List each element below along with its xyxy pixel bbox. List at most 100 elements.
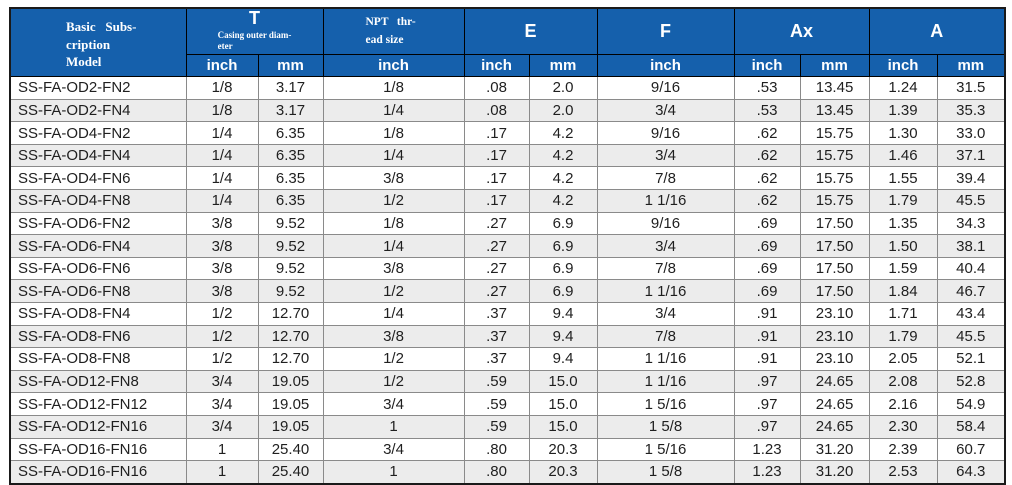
- cell-npt-inch: 1/4: [322, 234, 465, 258]
- cell-f-inch: 1 5/8: [596, 414, 735, 439]
- model-cell: SS-FA-OD6-FN6: [9, 256, 187, 281]
- cell-a-mm: 34.3: [936, 211, 1006, 236]
- cell-f-inch: 1 5/16: [596, 392, 735, 416]
- cell-ax-mm: 17.50: [799, 256, 870, 281]
- model-cell: SS-FA-OD8-FN8: [9, 347, 187, 371]
- table-row: SS-FA-OD6-FN6 3/8 9.52 3/8.27 6.9 7/8.69 17.50…: [9, 256, 1006, 281]
- cell-t-mm: 19.05: [257, 369, 324, 394]
- cell-a-inch: 1.84: [868, 279, 938, 303]
- cell-a-inch: 1.79: [868, 324, 938, 349]
- cell-e-inch: .59: [463, 369, 530, 394]
- cell-ax-inch: .69: [733, 256, 801, 281]
- cell-ax-mm: 15.75: [799, 189, 870, 213]
- cell-t-inch: 1: [185, 460, 259, 485]
- cell-a-inch: 2.30: [868, 414, 938, 439]
- cell-ax-mm: 23.10: [799, 324, 870, 349]
- table-row: SS-FA-OD4-FN4 1/4 6.35 1/4.17 4.2 3/4.62 15.75…: [9, 143, 1006, 168]
- unit-header-a-inch: inch: [868, 54, 938, 78]
- table-row: SS-FA-OD16-FN16 1 25.40 3/4.80 20.3 1 5/16 1.2…: [9, 437, 1006, 462]
- cell-t-mm: 25.40: [257, 437, 324, 462]
- cell-a-mm: 46.7: [936, 279, 1006, 303]
- model-cell: SS-FA-OD4-FN8: [9, 189, 187, 213]
- cell-e-inch: .27: [463, 256, 530, 281]
- cell-t-mm: 19.05: [257, 392, 324, 416]
- cell-t-mm: 12.70: [257, 347, 324, 371]
- cell-t-mm: 3.17: [257, 98, 324, 123]
- cell-e-mm: 2.0: [528, 76, 598, 100]
- cell-f-inch: 1 5/16: [596, 437, 735, 462]
- cell-t-mm: 25.40: [257, 460, 324, 485]
- header-group-row: Basic Subs- cription Model T Casing oute…: [9, 7, 1006, 78]
- cell-e-inch: .80: [463, 437, 530, 462]
- cell-a-inch: 2.08: [868, 369, 938, 394]
- cell-e-inch: .17: [463, 166, 530, 191]
- cell-e-mm: 4.2: [528, 121, 598, 145]
- cell-ax-inch: .91: [733, 324, 801, 349]
- model-cell: SS-FA-OD2-FN4: [9, 98, 187, 123]
- cell-t-inch: 3/8: [185, 256, 259, 281]
- table-row: SS-FA-OD12-FN12 3/4 19.05 3/4.59 15.0 1 5/16.…: [9, 392, 1006, 416]
- cell-a-inch: 1.59: [868, 256, 938, 281]
- cell-t-mm: 6.35: [257, 166, 324, 191]
- cell-e-inch: .37: [463, 347, 530, 371]
- cell-e-mm: 9.4: [528, 324, 598, 349]
- cell-ax-mm: 13.45: [799, 98, 870, 123]
- cell-t-inch: 3/8: [185, 279, 259, 303]
- cell-ax-mm: 15.75: [799, 121, 870, 145]
- cell-e-mm: 4.2: [528, 166, 598, 191]
- cell-ax-inch: .69: [733, 279, 801, 303]
- table-row: SS-FA-OD16-FN16 1 25.40 1.80 20.3 1 5/8 1.23 31…: [9, 460, 1006, 485]
- cell-t-inch: 1/4: [185, 166, 259, 191]
- cell-e-mm: 20.3: [528, 437, 598, 462]
- cell-ax-inch: .69: [733, 234, 801, 258]
- cell-e-mm: 15.0: [528, 392, 598, 416]
- table-header: Basic Subs- cription Model T Casing oute…: [9, 7, 1006, 78]
- cell-e-inch: .27: [463, 234, 530, 258]
- cell-a-inch: 2.53: [868, 460, 938, 485]
- cell-ax-inch: .97: [733, 392, 801, 416]
- header-group-t: T Casing outer diam- eter: [185, 7, 324, 56]
- cell-npt-inch: 1/2: [322, 189, 465, 213]
- cell-a-mm: 64.3: [936, 460, 1006, 485]
- header-group-e: E: [463, 7, 598, 56]
- cell-npt-inch: 3/8: [322, 256, 465, 281]
- cell-f-inch: 9/16: [596, 121, 735, 145]
- cell-ax-inch: .53: [733, 76, 801, 100]
- cell-npt-inch: 1/8: [322, 121, 465, 145]
- cell-f-inch: 3/4: [596, 234, 735, 258]
- table-row: SS-FA-OD8-FN4 1/2 12.70 1/4.37 9.4 3/4.91 23.1…: [9, 301, 1006, 326]
- cell-t-inch: 3/4: [185, 414, 259, 439]
- cell-a-mm: 39.4: [936, 166, 1006, 191]
- cell-a-inch: 2.39: [868, 437, 938, 462]
- model-cell: SS-FA-OD12-FN16: [9, 414, 187, 439]
- cell-t-inch: 3/8: [185, 211, 259, 236]
- cell-ax-inch: 1.23: [733, 460, 801, 485]
- table-row: SS-FA-OD4-FN6 1/4 6.35 3/8.17 4.2 7/8.62 15.75…: [9, 166, 1006, 191]
- cell-e-mm: 6.9: [528, 234, 598, 258]
- cell-e-mm: 6.9: [528, 211, 598, 236]
- unit-header-npt-inch: inch: [322, 54, 465, 78]
- cell-t-inch: 1/2: [185, 301, 259, 326]
- table-row: SS-FA-OD4-FN2 1/4 6.35 1/8.17 4.2 9/16.62 15.7…: [9, 121, 1006, 145]
- cell-e-mm: 15.0: [528, 369, 598, 394]
- unit-header-f-inch: inch: [596, 54, 735, 78]
- cell-e-mm: 4.2: [528, 143, 598, 168]
- cell-a-inch: 1.71: [868, 301, 938, 326]
- cell-ax-mm: 23.10: [799, 347, 870, 371]
- cell-t-mm: 9.52: [257, 234, 324, 258]
- cell-f-inch: 3/4: [596, 301, 735, 326]
- model-cell: SS-FA-OD16-FN16: [9, 460, 187, 485]
- cell-t-inch: 1/2: [185, 324, 259, 349]
- table-row: SS-FA-OD4-FN8 1/4 6.35 1/2.17 4.2 1 1/16.62 15…: [9, 189, 1006, 213]
- cell-a-mm: 43.4: [936, 301, 1006, 326]
- cell-ax-inch: .53: [733, 98, 801, 123]
- cell-npt-inch: 3/8: [322, 324, 465, 349]
- cell-ax-inch: .62: [733, 121, 801, 145]
- cell-ax-mm: 24.65: [799, 392, 870, 416]
- cell-npt-inch: 3/4: [322, 392, 465, 416]
- cell-t-inch: 1/4: [185, 143, 259, 168]
- cell-t-mm: 12.70: [257, 324, 324, 349]
- cell-ax-mm: 17.50: [799, 234, 870, 258]
- cell-a-mm: 58.4: [936, 414, 1006, 439]
